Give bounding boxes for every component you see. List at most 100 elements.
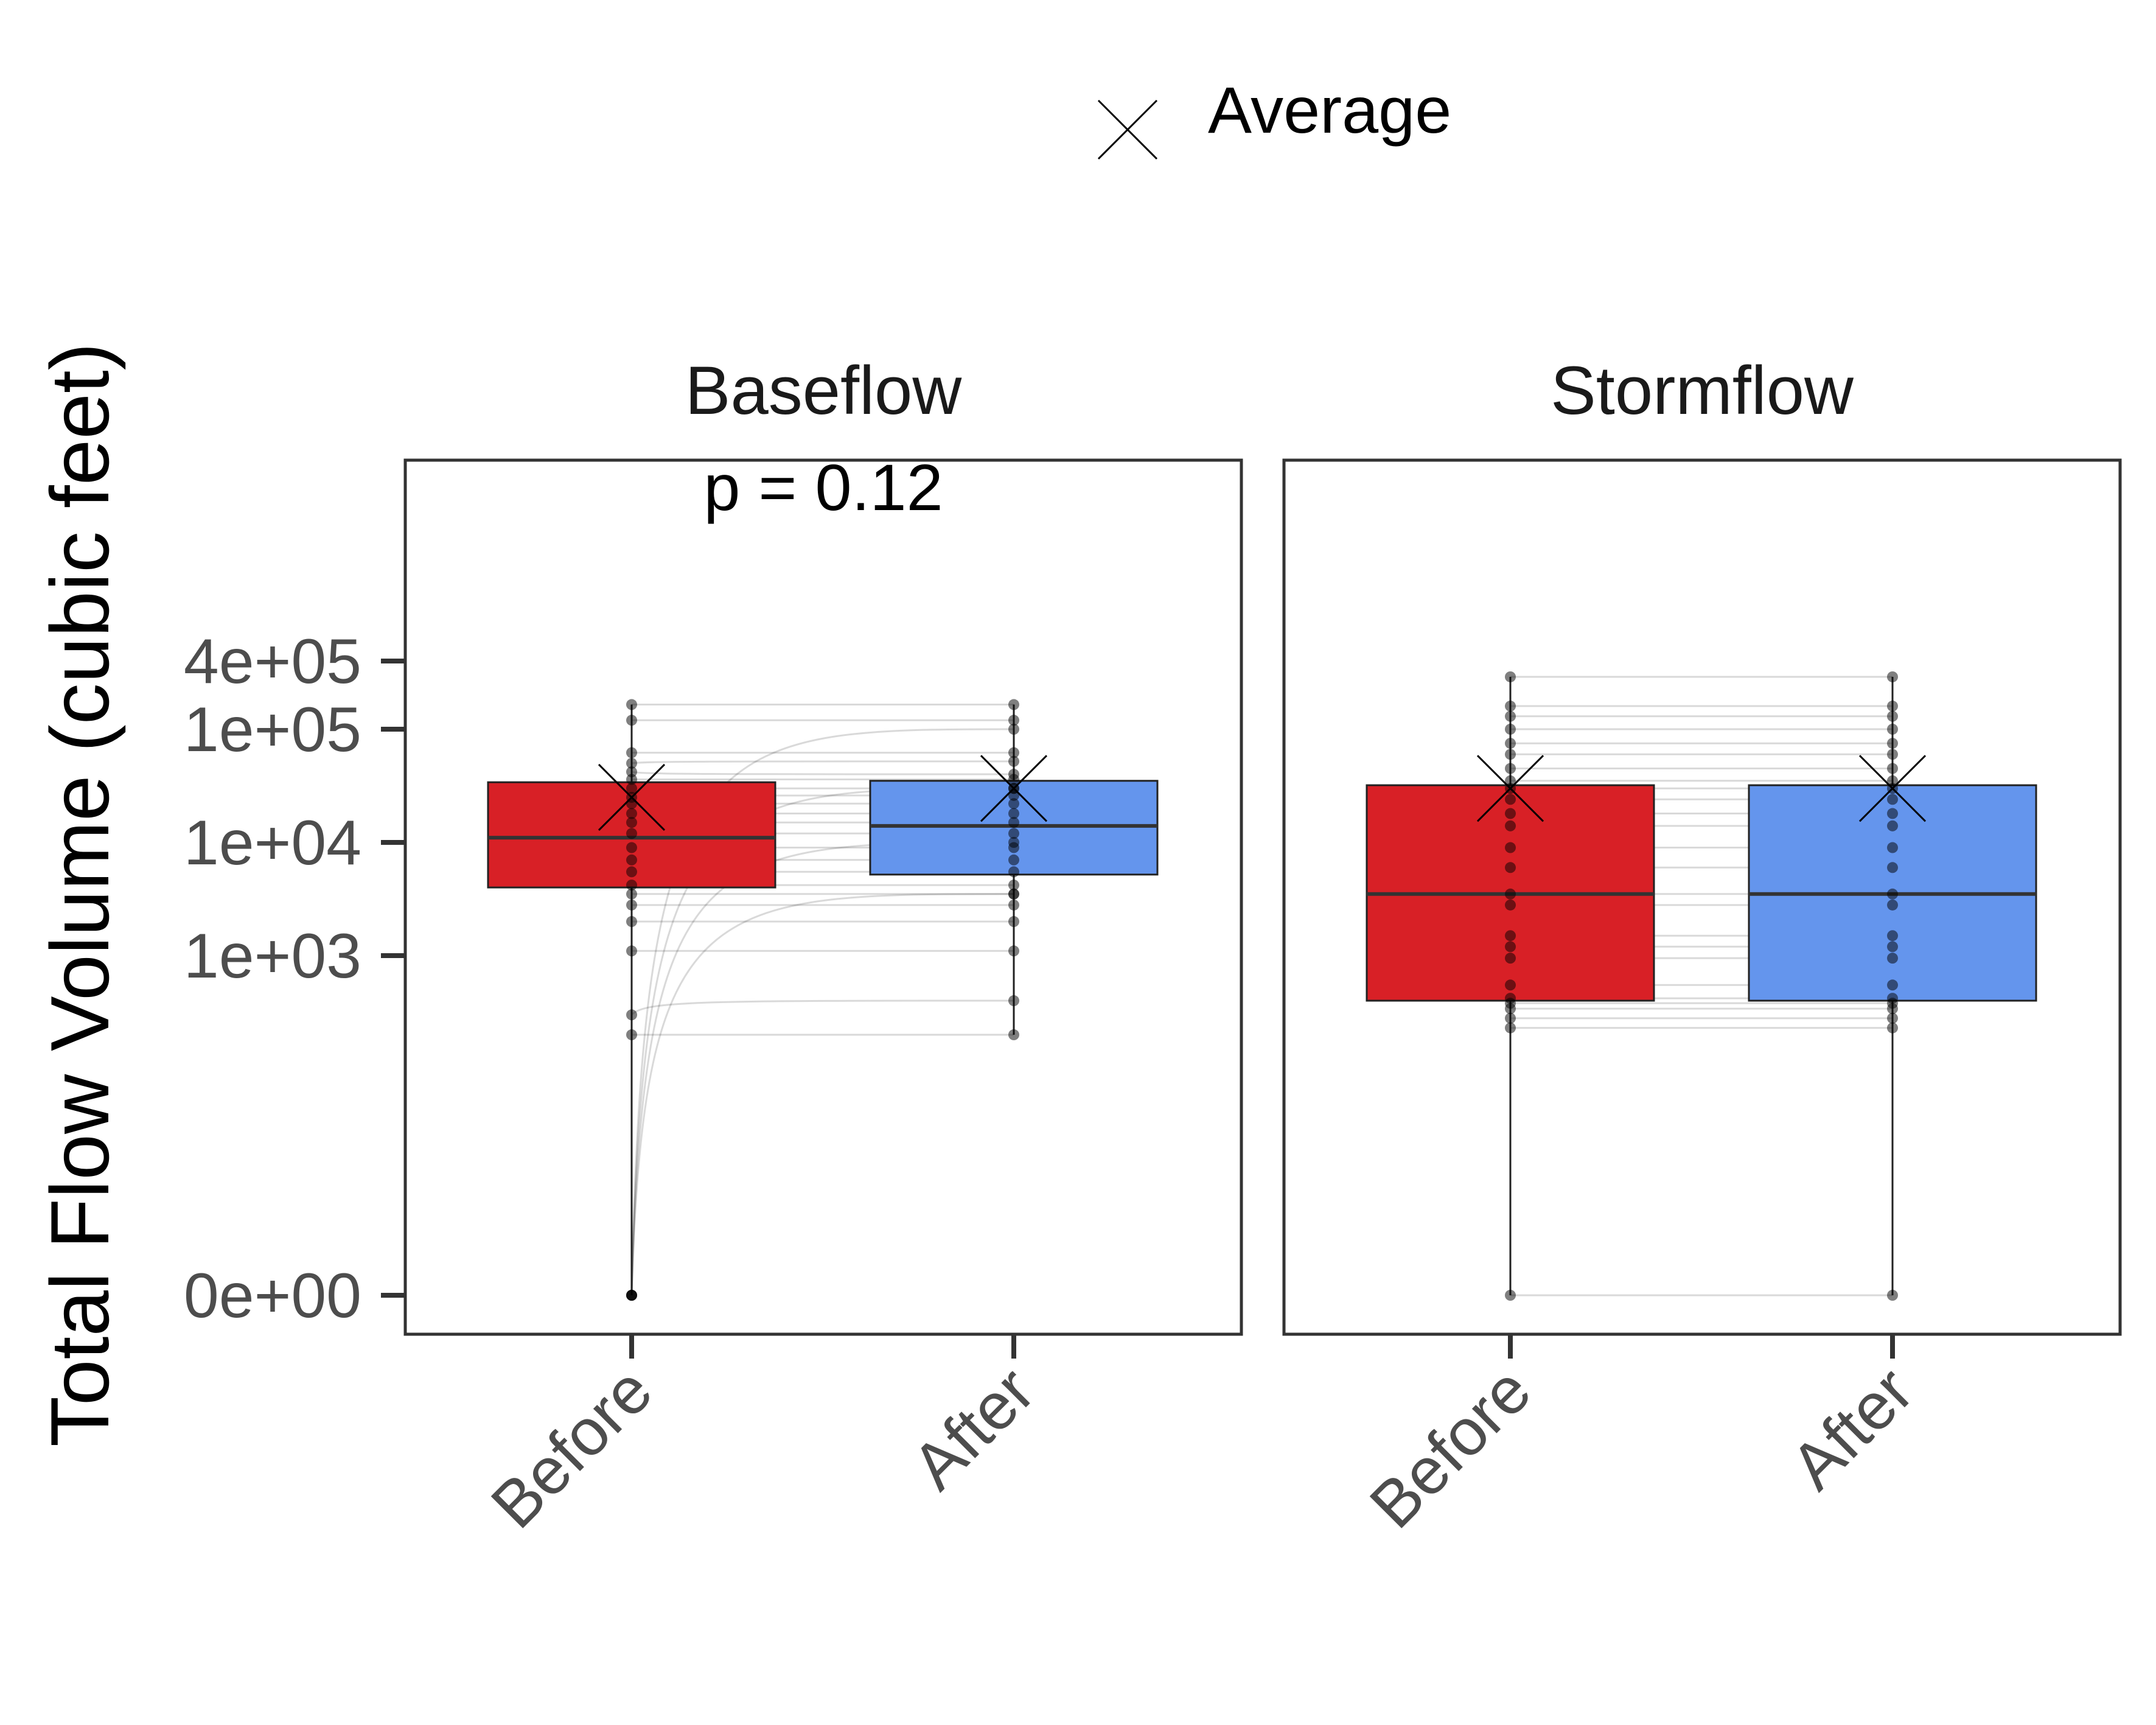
data-point bbox=[626, 899, 637, 911]
data-point bbox=[1505, 724, 1516, 735]
data-point bbox=[1887, 749, 1898, 760]
panel-title: Baseflow bbox=[685, 352, 963, 429]
panel-baseflow: Baseflow p = 0.12 Before After bbox=[403, 352, 1243, 1542]
data-point bbox=[1505, 1003, 1516, 1015]
panel-title: Stormflow bbox=[1551, 352, 1854, 429]
data-point bbox=[1887, 724, 1898, 735]
panel-stormflow: Stormflow Before After bbox=[1282, 352, 2122, 1542]
data-point bbox=[1505, 842, 1516, 853]
pair-line bbox=[631, 760, 1014, 765]
data-point bbox=[626, 828, 637, 839]
data-point bbox=[626, 842, 637, 853]
data-point bbox=[1008, 945, 1019, 957]
data-point bbox=[1887, 763, 1898, 774]
data-point bbox=[626, 766, 637, 778]
data-point bbox=[1887, 842, 1898, 853]
data-point bbox=[1505, 820, 1516, 831]
data-point bbox=[1008, 866, 1019, 878]
data-point bbox=[1505, 941, 1516, 953]
legend-x-stroke bbox=[1097, 99, 1158, 160]
data-point bbox=[1505, 701, 1516, 712]
data-point bbox=[1008, 808, 1019, 819]
data-point bbox=[1887, 671, 1898, 682]
y-tick-label: 1e+04 bbox=[184, 808, 361, 878]
data-point bbox=[1887, 888, 1898, 900]
data-point bbox=[1887, 808, 1898, 819]
y-axis-title: Total Flow Volume (cubic feet) bbox=[33, 343, 126, 1447]
data-point bbox=[1008, 715, 1019, 726]
y-tick-label: 1e+05 bbox=[184, 695, 361, 765]
mean-x-stroke bbox=[1858, 755, 1927, 822]
data-point bbox=[1505, 775, 1516, 786]
data-point bbox=[1008, 916, 1019, 928]
data-point bbox=[1505, 899, 1516, 911]
data-point bbox=[1505, 808, 1516, 819]
data-point bbox=[1008, 854, 1019, 866]
data-point bbox=[1008, 798, 1019, 810]
data-point bbox=[1505, 979, 1516, 991]
panel-frame bbox=[403, 458, 1243, 1336]
data-point bbox=[1887, 710, 1898, 722]
mean-x-stroke bbox=[598, 763, 666, 831]
data-point bbox=[626, 783, 637, 794]
data-point bbox=[1505, 930, 1516, 942]
data-point bbox=[1505, 738, 1516, 749]
data-point bbox=[1505, 1022, 1516, 1034]
data-point bbox=[626, 854, 637, 866]
data-point bbox=[1505, 763, 1516, 774]
data-point bbox=[1505, 953, 1516, 964]
data-point bbox=[1008, 995, 1019, 1007]
data-point bbox=[1505, 888, 1516, 900]
data-point bbox=[626, 945, 637, 957]
y-tick-label: 4e+05 bbox=[184, 626, 361, 697]
x-tick-label: After bbox=[1776, 1353, 1927, 1503]
data-point bbox=[1887, 953, 1898, 964]
data-point bbox=[626, 817, 637, 828]
data-point bbox=[1887, 701, 1898, 712]
data-point bbox=[1887, 899, 1898, 911]
data-point bbox=[626, 880, 637, 891]
data-point bbox=[1008, 1029, 1019, 1041]
data-point bbox=[1008, 747, 1019, 758]
data-point bbox=[626, 747, 637, 758]
data-point bbox=[1008, 880, 1019, 891]
data-point bbox=[1505, 710, 1516, 722]
data-point bbox=[1008, 899, 1019, 911]
y-tick-label: 1e+03 bbox=[184, 921, 361, 992]
data-point bbox=[1887, 941, 1898, 953]
pair-line bbox=[631, 771, 1014, 775]
x-tick-label: After bbox=[898, 1353, 1048, 1503]
pair-line bbox=[630, 999, 1014, 1016]
panels: Baseflow p = 0.12 Before After Stormflow Befo… bbox=[403, 352, 2122, 1542]
x-tick-label: Before bbox=[1356, 1353, 1545, 1542]
data-point bbox=[626, 774, 637, 785]
data-point bbox=[626, 808, 637, 819]
data-point bbox=[1887, 979, 1898, 991]
legend-label: Average bbox=[1208, 73, 1451, 147]
data-point bbox=[1505, 1290, 1516, 1301]
data-point bbox=[1505, 862, 1516, 873]
data-point bbox=[626, 757, 637, 769]
data-point bbox=[1887, 1290, 1898, 1301]
data-point bbox=[1008, 828, 1019, 839]
data-point bbox=[626, 699, 637, 710]
data-point bbox=[1505, 749, 1516, 760]
data-point bbox=[1887, 930, 1898, 942]
legend: Average bbox=[1097, 73, 1451, 160]
data-point bbox=[1887, 1022, 1898, 1034]
data-point bbox=[1887, 862, 1898, 873]
data-point bbox=[1008, 774, 1019, 785]
data-point bbox=[1887, 775, 1898, 786]
data-point bbox=[1008, 817, 1019, 828]
data-point bbox=[1008, 837, 1019, 848]
data-point bbox=[626, 1290, 637, 1301]
y-tick-label: 0e+00 bbox=[184, 1261, 361, 1331]
data-point bbox=[626, 1029, 637, 1041]
data-point bbox=[626, 715, 637, 726]
data-point bbox=[626, 888, 637, 900]
data-point bbox=[626, 798, 637, 810]
data-point bbox=[1008, 888, 1019, 900]
data-point bbox=[626, 916, 637, 928]
mean-x-stroke bbox=[980, 755, 1048, 822]
